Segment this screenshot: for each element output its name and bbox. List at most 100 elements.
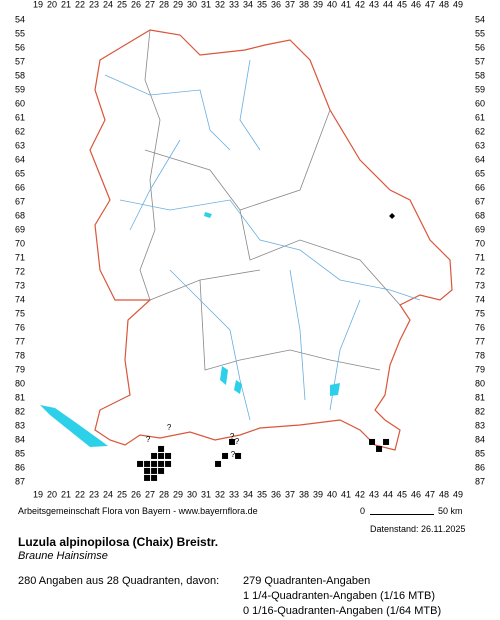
x-grid-label: 36 xyxy=(271,0,281,9)
y-grid-label: 72 xyxy=(15,266,25,276)
x-grid-label: 41 xyxy=(341,489,351,499)
occurrence-square xyxy=(158,445,165,452)
uncertain-mark: ? xyxy=(230,432,235,441)
y-grid-label: 66 xyxy=(15,182,25,192)
x-grid-label: 28 xyxy=(159,0,169,9)
subtitle: Braune Hainsimse xyxy=(18,550,108,562)
y-grid-label: 68 xyxy=(15,210,25,220)
x-grid-label: 39 xyxy=(313,0,323,9)
x-grid-label: 19 xyxy=(33,0,43,9)
stats-total: 280 Angaben aus 28 Quadranten, davon: xyxy=(18,575,220,587)
y-grid-label: 61 xyxy=(15,112,25,122)
y-grid-label: 85 xyxy=(475,448,485,458)
occurrence-square xyxy=(383,438,390,445)
y-grid-label: 56 xyxy=(15,42,25,52)
x-grid-label: 43 xyxy=(369,0,379,9)
x-grid-label: 26 xyxy=(131,489,141,499)
occurrence-square xyxy=(229,438,236,445)
y-grid-label: 63 xyxy=(15,140,25,150)
y-grid-label: 86 xyxy=(15,462,25,472)
y-grid-label: 77 xyxy=(475,336,485,346)
y-grid-label: 54 xyxy=(15,14,25,24)
rivers xyxy=(104,59,421,421)
x-grid-label: 40 xyxy=(327,0,337,9)
x-grid-label: 25 xyxy=(117,0,127,9)
y-grid-label: 77 xyxy=(15,336,25,346)
x-grid-label: 36 xyxy=(271,489,281,499)
y-grid-label: 81 xyxy=(475,392,485,402)
x-grid-label: 23 xyxy=(89,489,99,499)
y-grid-label: 61 xyxy=(475,112,485,122)
diamond-mark xyxy=(389,213,396,219)
x-grid-label: 45 xyxy=(397,0,407,9)
y-grid-label: 82 xyxy=(475,406,485,416)
occurrence-square xyxy=(369,438,376,445)
y-grid-label: 74 xyxy=(475,294,485,304)
x-grid-label: 46 xyxy=(411,489,421,499)
x-grid-label: 43 xyxy=(369,489,379,499)
x-grid-label: 23 xyxy=(89,0,99,9)
x-grid-label: 21 xyxy=(61,0,71,9)
credit: Arbeitsgemeinschaft Flora von Bayern - w… xyxy=(18,506,258,516)
x-grid-label: 41 xyxy=(341,0,351,9)
x-grid-label: 48 xyxy=(439,489,449,499)
x-grid-label: 20 xyxy=(47,489,57,499)
y-grid-label: 71 xyxy=(15,252,25,262)
y-grid-label: 67 xyxy=(15,196,25,206)
uncertain-mark: ? xyxy=(231,450,236,459)
x-grid-label: 35 xyxy=(257,0,267,9)
y-grid-label: 73 xyxy=(15,280,25,290)
x-grid-label: 32 xyxy=(215,0,225,9)
occurrence-square xyxy=(165,452,172,459)
x-grid-label: 47 xyxy=(425,489,435,499)
x-grid-label: 42 xyxy=(355,0,365,9)
y-grid-label: 64 xyxy=(475,154,485,164)
occurrence-square xyxy=(165,460,172,467)
occurrence-square xyxy=(158,452,165,459)
y-grid-label: 87 xyxy=(475,476,485,486)
x-grid-label: 44 xyxy=(383,489,393,499)
x-grid-label: 24 xyxy=(103,0,113,9)
y-grid-label: 58 xyxy=(15,70,25,80)
x-grid-label: 38 xyxy=(299,489,309,499)
x-grid-label: 39 xyxy=(313,489,323,499)
x-grid-label: 34 xyxy=(243,489,253,499)
y-grid-label: 68 xyxy=(475,210,485,220)
stats-line: 1 1/4-Quadranten-Angaben (1/16 MTB) xyxy=(243,590,436,602)
x-grid-label: 49 xyxy=(453,0,463,9)
y-grid-label: 54 xyxy=(475,14,485,24)
x-grid-label: 40 xyxy=(327,489,337,499)
x-grid-label: 27 xyxy=(145,489,155,499)
x-grid-label: 37 xyxy=(285,0,295,9)
x-grid-label: 33 xyxy=(229,0,239,9)
x-grid-label: 21 xyxy=(61,489,71,499)
y-grid-label: 76 xyxy=(475,322,485,332)
occurrence-square xyxy=(144,467,151,474)
y-grid-label: 80 xyxy=(15,378,25,388)
uncertain-mark: ? xyxy=(235,437,240,446)
map: 19 19 20 20 21 21 22 22 23 23 24 24 25 25 26 26 27 27 28 28… xyxy=(15,0,485,499)
y-grid-label: 64 xyxy=(15,154,25,164)
y-grid-label: 55 xyxy=(475,28,485,38)
title: Luzula alpinopilosa (Chaix) Breistr. xyxy=(18,535,219,549)
occurrence-square xyxy=(235,452,242,459)
y-grid-label: 62 xyxy=(15,126,25,136)
stats-line: 0 1/16-Quadranten-Angaben (1/64 MTB) xyxy=(243,605,442,617)
y-grid-label: 78 xyxy=(475,350,485,360)
y-grid-label: 81 xyxy=(15,392,25,402)
occurrence-square xyxy=(151,474,158,481)
occurrence-square xyxy=(215,460,222,467)
x-grid-label: 24 xyxy=(103,489,113,499)
occurrence-square xyxy=(376,445,383,452)
y-grid-label: 69 xyxy=(15,224,25,234)
y-grid-label: 84 xyxy=(475,434,485,444)
occurrence-square xyxy=(158,467,165,474)
uncertain-mark: ? xyxy=(146,435,151,444)
scale-bar xyxy=(370,514,434,515)
y-grid-label: 62 xyxy=(475,126,485,136)
x-grid-label: 32 xyxy=(215,489,225,499)
y-grid-label: 72 xyxy=(475,266,485,276)
y-grid-label: 70 xyxy=(15,238,25,248)
y-grid-label: 57 xyxy=(15,56,25,66)
x-grid-label: 28 xyxy=(159,489,169,499)
